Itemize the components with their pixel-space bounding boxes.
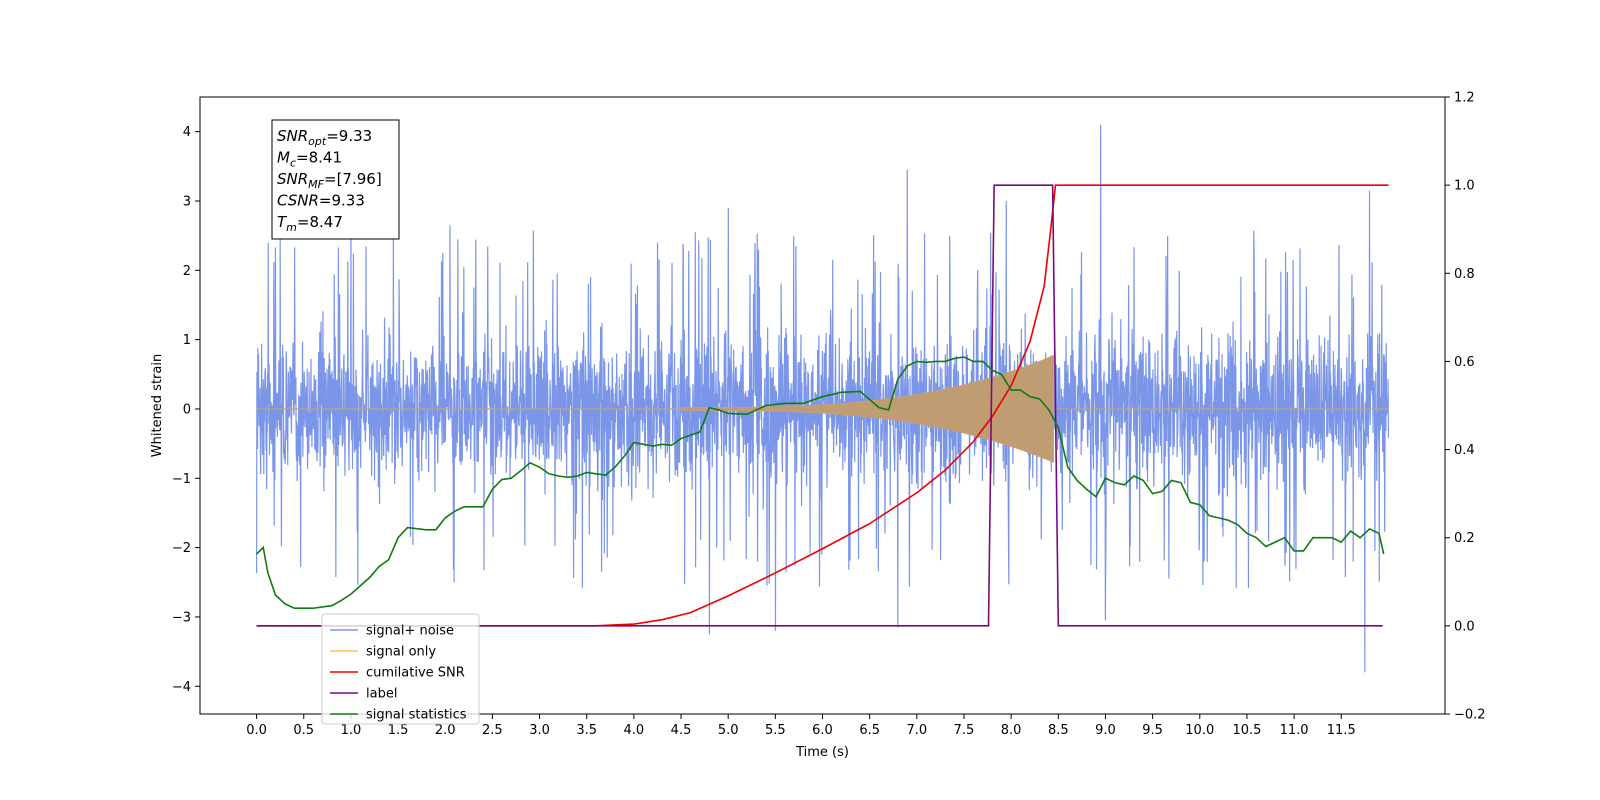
x-tick-label: 4.0 [624,723,645,738]
x-axis-label: Time (s) [795,745,849,760]
y-tick-label: −1 [172,472,191,487]
x-tick-label: 7.0 [906,723,927,738]
x-tick-label: 9.5 [1142,723,1163,738]
x-tick-label: 0.0 [246,723,267,738]
legend-entry-label: signal statistics [366,708,467,723]
annotation-symbol: SNR [277,170,308,188]
x-tick-label: 11.0 [1280,723,1309,738]
x-tick-label: 2.0 [435,723,456,738]
x-tick-label: 9.0 [1095,723,1116,738]
y-tick-label: 0 [183,402,191,417]
annotation-subscript: c [290,157,296,170]
annotation-line: CSNR=9.33 [277,192,365,210]
x-tick-label: 11.5 [1327,723,1356,738]
y2-tick-label: 0.0 [1454,619,1475,634]
legend: signal+ noise signal only cumilative SNR la… [321,613,480,725]
annotation-line: Tm=8.47 [277,213,343,234]
x-tick-label: 0.5 [293,723,314,738]
x-tick-label: 2.5 [482,723,503,738]
annotation-frame [271,119,400,240]
legend-entry-label: signal+ noise [366,624,454,639]
annotation-symbol: CSNR [277,192,319,210]
series-line-cumilative-snr [256,184,1389,627]
x-tick-label: 3.0 [529,723,550,738]
y-axis-label: Whitened strain [150,354,165,457]
y2-tick-label: 0.4 [1454,443,1475,458]
x-tick-label: 1.5 [388,723,409,738]
y-axis-right: −0.2 0.0 0.2 0.4 0.6 0.8 1.0 1.2 [1445,91,1486,723]
x-tick-label: 10.0 [1185,723,1214,738]
annotation-line: SNRMF=[7.96] [277,170,382,191]
y-axis-left: −4 −3 −2 −1 0 1 2 3 4 [172,125,200,695]
y-tick-label: −4 [172,680,191,695]
x-tick-label: 5.0 [718,723,739,738]
y-tick-label: −3 [172,610,191,625]
y-tick-label: 1 [183,333,191,348]
series-line-signal-statistics [256,356,1385,610]
x-tick-label: 8.5 [1048,723,1069,738]
annotation-subscript: MF [308,178,324,191]
series-line-label [256,184,1383,627]
y-tick-label: −2 [172,541,191,556]
annotation-subscript: m [286,221,297,234]
annotation-value: =9.33 [326,127,372,145]
x-tick-label: 6.5 [859,723,880,738]
legend-entry-label: signal only [366,645,436,660]
annotation-value: =8.41 [296,149,342,167]
annotation-subscript: opt [308,135,327,148]
legend-entry-label: cumilative SNR [366,666,465,681]
legend-frame [321,613,480,725]
y2-tick-label: 0.2 [1454,531,1475,546]
annotation-symbol: SNR [277,127,308,145]
x-tick-label: 3.5 [576,723,597,738]
y2-tick-label: 0.8 [1454,267,1475,282]
x-tick-label: 4.5 [671,723,692,738]
noise-series-line [255,124,1390,673]
annotation-line: SNRopt=9.33 [277,127,372,148]
annotation-value: =9.33 [319,192,365,210]
annotation-value: =[7.96] [324,170,382,188]
data-layer [255,124,1390,673]
y2-tick-label: 0.6 [1454,355,1475,370]
y2-tick-label: 1.0 [1454,179,1475,194]
annotation-symbol: M [277,149,290,167]
x-tick-label: 1.0 [341,723,362,738]
x-tick-label: 6.0 [812,723,833,738]
legend-entry-label: label [366,687,397,702]
annotation-box: SNRopt=9.33Mc=8.41SNRMF=[7.96]CSNR=9.33T… [271,119,400,240]
x-axis: 0.0 0.5 1.0 1.5 2.0 2.5 3.0 3.5 4.0 4.5 5.0 5.5 6.0 6… [246,714,1356,738]
y-tick-label: 3 [183,194,191,209]
x-tick-label: 5.5 [765,723,786,738]
x-tick-label: 10.5 [1232,723,1261,738]
annotation-symbol: T [277,213,288,231]
x-tick-label: 7.5 [954,723,975,738]
y2-tick-label: 1.2 [1454,91,1475,106]
signal-only-envelope [680,354,1054,463]
x-tick-label: 8.0 [1001,723,1022,738]
y-tick-label: 2 [183,264,191,279]
annotation-value: =8.47 [297,213,343,231]
y-tick-label: 4 [183,125,191,140]
annotation-line: Mc=8.41 [277,149,342,170]
y2-tick-label: −0.2 [1454,708,1486,723]
